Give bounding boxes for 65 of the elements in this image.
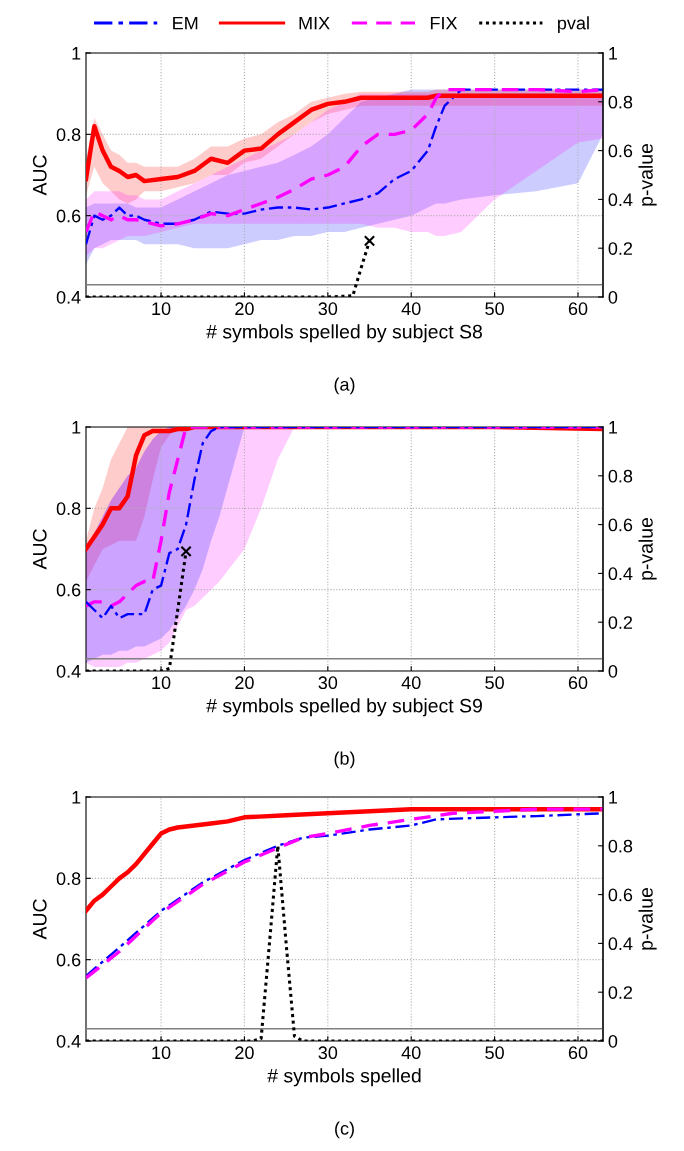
y-axis-title: AUC [32,155,47,196]
y2-tick-label: 0.4 [608,567,633,581]
x-tick-label: 60 [568,302,588,316]
y2-tick-label: 0.6 [608,144,633,158]
y2-tick-label: 0 [608,290,618,304]
y2-tick-label: 0.8 [608,95,633,109]
x-tick-label: 20 [235,676,254,690]
x-tick-label: 50 [485,302,504,316]
x-tick-label: 60 [568,1046,588,1060]
x-tick-label: 20 [235,1046,254,1060]
x-tick-label: 40 [401,302,421,316]
y2-tick-label: 0.6 [608,888,633,902]
x-axis-title: # symbols spelled by subject S9 [206,698,482,717]
y2-tick-label: 0.8 [608,469,633,483]
text: (c) [335,1121,354,1139]
line-series [86,93,603,184]
x-tick-label: 60 [568,676,588,690]
legend-label: pval [558,16,589,34]
y-tick-label: 0.8 [56,872,81,886]
y2-tick-label: 0.6 [608,518,633,532]
y-tick-label: 0.6 [56,209,81,223]
y2-axis-title: p-value [638,887,657,950]
y-tick-label: 0.6 [56,953,81,967]
y2-tick-label: 0.4 [608,937,633,951]
legend-label: EM [173,16,198,30]
x-tick-label: 30 [318,1046,338,1060]
x-tick-label: 40 [401,1046,421,1060]
y2-tick-label: 0.8 [608,839,633,853]
y-tick-label: 1 [72,47,81,60]
x-tick-label: 10 [152,302,171,316]
x-axis-title: # symbols spelled [267,1068,421,1087]
x-axis-title: # symbols spelled by subject S8 [206,324,482,343]
y-tick-label: 0.4 [56,1034,81,1048]
y-tick-label: 0.4 [56,290,81,304]
x-tick-label: 40 [401,676,421,690]
y-tick-label: 1 [72,421,81,434]
y2-tick-label: 0 [608,1034,618,1048]
text: (b) [334,751,355,769]
y2-tick-label: 0.2 [608,242,633,255]
y2-tick-label: 0.2 [608,616,633,629]
y2-tick-label: 1 [609,421,618,434]
y-tick-label: 0.8 [56,128,81,142]
legend-label: FIX [430,16,458,30]
x-tick-label: 30 [318,302,338,316]
x-tick-label: 20 [235,302,254,316]
y-tick-label: 0.4 [56,664,81,678]
text: (a) [334,377,355,395]
y2-tick-label: 0.4 [608,193,633,207]
x-tick-label: 30 [318,676,338,690]
y2-axis-title: p-value [638,143,657,206]
y-tick-label: 0.6 [56,583,81,597]
y-axis-title: AUC [32,529,47,570]
y2-tick-label: 0.2 [608,986,633,999]
y-tick-label: 0.8 [56,502,81,516]
y2-tick-label: 0 [608,664,618,678]
y-tick-label: 1 [72,791,81,804]
x-tick-label: 10 [152,676,171,690]
x-tick-label: 50 [485,676,504,690]
y2-tick-label: 1 [609,791,618,804]
y2-tick-label: 1 [609,47,618,60]
y-axis-title: AUC [32,899,47,940]
legend-label: MIX [299,16,330,30]
x-tick-label: 50 [485,1046,504,1060]
x-tick-label: 10 [152,1046,171,1060]
y2-axis-title: p-value [638,517,657,580]
